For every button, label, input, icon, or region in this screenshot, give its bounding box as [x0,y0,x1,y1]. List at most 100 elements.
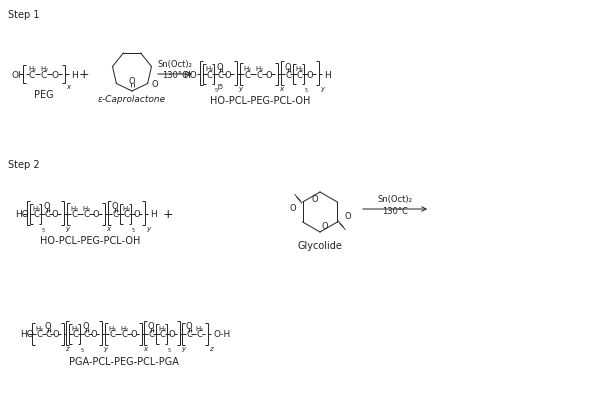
Text: O: O [224,70,232,79]
Text: O: O [311,195,318,204]
Text: C: C [71,210,77,219]
Text: H: H [71,70,78,79]
Text: O: O [52,210,58,219]
Text: x: x [279,86,283,92]
Text: O: O [185,322,193,331]
Text: x: x [143,345,147,351]
Text: Sn(Oct)₂: Sn(Oct)₂ [377,195,412,204]
Text: O: O [284,62,292,71]
Text: C: C [112,210,118,219]
Text: +: + [163,208,173,221]
Text: O: O [53,330,59,339]
Text: H: H [150,210,157,219]
Text: H₂: H₂ [205,66,213,72]
Text: O: O [134,210,140,219]
Text: C: C [285,70,291,79]
Text: H: H [324,70,331,79]
Text: C: C [159,330,165,339]
Text: y: y [65,225,69,231]
Text: HO: HO [20,330,34,339]
Text: H₂: H₂ [32,205,40,211]
Text: PGA-PCL-PEG-PCL-PGA: PGA-PCL-PEG-PCL-PGA [69,356,179,366]
Text: +: + [79,68,89,81]
Text: y: y [181,345,185,351]
Text: 130°C: 130°C [162,71,188,80]
Text: ₅: ₅ [215,85,218,94]
Text: O: O [148,322,154,331]
Text: H₂: H₂ [295,66,303,72]
Text: O: O [307,70,313,79]
Text: H₂: H₂ [70,205,78,211]
Text: ε-Caprolactone: ε-Caprolactone [98,94,166,103]
Text: H₂: H₂ [120,325,128,331]
Text: C: C [45,330,51,339]
Text: H₂: H₂ [255,66,263,72]
Text: y: y [103,345,107,351]
Text: O: O [169,330,175,339]
Text: H₂: H₂ [28,66,36,72]
Text: x: x [66,84,70,90]
Text: H₂: H₂ [108,325,116,331]
Text: H₂: H₂ [35,325,43,331]
Text: O: O [217,62,223,71]
Text: H₂: H₂ [40,66,48,72]
Text: y: y [238,86,242,92]
Text: C: C [109,330,115,339]
Text: H₂: H₂ [71,325,79,331]
Text: ₅: ₅ [42,225,45,234]
Text: O: O [44,202,50,211]
Text: O: O [52,70,59,79]
Text: C: C [256,70,262,79]
Text: ₅: ₅ [81,344,84,353]
Text: y: y [146,225,150,231]
Text: H₂: H₂ [195,325,203,331]
Text: Step 1: Step 1 [8,10,40,20]
Text: C: C [148,330,154,339]
Text: HO-PCL-PEG-PCL-OH: HO-PCL-PEG-PCL-OH [40,236,140,245]
Text: O: O [128,77,136,86]
Text: C: C [186,330,192,339]
Text: H₂: H₂ [158,325,166,331]
Text: z: z [209,345,212,351]
Text: C: C [44,210,50,219]
Text: O: O [91,330,97,339]
Text: 130°C: 130°C [382,207,408,216]
Text: O-H: O-H [213,330,230,339]
Text: HO-PCL-PEG-PCL-OH: HO-PCL-PEG-PCL-OH [210,96,310,106]
Text: x: x [106,225,110,231]
Text: C: C [83,210,89,219]
Text: O: O [131,330,137,339]
Text: z: z [65,345,68,351]
Text: C: C [196,330,202,339]
Text: OH: OH [12,70,26,79]
Text: C: C [206,70,212,79]
Text: ₅: ₅ [132,225,135,234]
Text: C: C [296,70,302,79]
Text: PEG: PEG [34,90,54,100]
Text: O: O [152,80,158,89]
Text: H₂: H₂ [122,205,130,211]
Text: Glycolide: Glycolide [298,240,343,250]
Text: Step 2: Step 2 [8,160,40,170]
Text: C: C [41,70,47,79]
Text: )5: )5 [216,84,223,90]
Text: HO: HO [183,70,197,79]
Text: C: C [123,210,129,219]
Text: O: O [289,204,296,213]
Text: Sn(Oct)₂: Sn(Oct)₂ [158,59,193,68]
Text: O: O [344,212,350,221]
Text: H₂: H₂ [82,205,90,211]
Text: C: C [244,70,250,79]
Text: C: C [121,330,127,339]
Text: C: C [33,210,39,219]
Text: O: O [83,322,89,331]
Text: C: C [29,70,35,79]
Text: O: O [112,202,118,211]
Text: C: C [36,330,42,339]
Text: C: C [72,330,78,339]
Text: O: O [266,70,272,79]
Text: y: y [320,86,324,92]
Text: C: C [217,70,223,79]
Text: O: O [322,221,329,230]
Text: C: C [83,330,89,339]
